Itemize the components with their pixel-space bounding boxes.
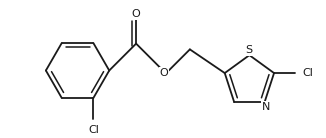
Text: Cl: Cl xyxy=(88,125,99,135)
Text: O: O xyxy=(160,68,168,78)
Text: N: N xyxy=(261,102,270,112)
Text: S: S xyxy=(245,45,252,55)
Text: O: O xyxy=(132,9,141,19)
Text: Cl: Cl xyxy=(303,68,314,78)
